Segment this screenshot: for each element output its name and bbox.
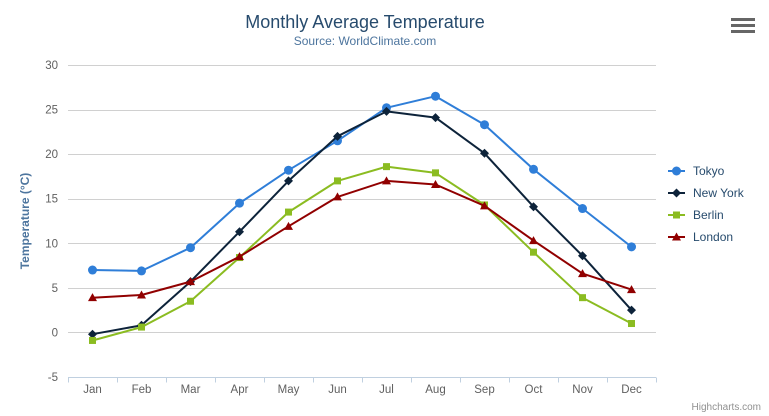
svg-text:Jun: Jun <box>328 384 347 396</box>
legend-label: London <box>693 230 734 244</box>
context-menu-button[interactable] <box>731 18 755 33</box>
svg-text:May: May <box>278 384 300 396</box>
svg-text:5: 5 <box>52 283 58 295</box>
svg-text:Apr: Apr <box>231 384 249 396</box>
legend-label: New York <box>693 186 744 200</box>
legend-label: Tokyo <box>693 164 725 178</box>
legend-label: Berlin <box>693 208 724 222</box>
y-axis-labels: -5 0 5 10 15 20 25 30 <box>45 60 58 384</box>
x-axis-labels: Jan Feb Mar Apr May Jun Jul Aug Sep Oct Nov Dec <box>83 384 642 396</box>
highcharts-credits-link[interactable]: Highcharts.com <box>691 402 761 413</box>
svg-text:15: 15 <box>45 194 58 206</box>
series-berlin[interactable] <box>89 163 635 344</box>
y-axis-title: Temperature (°C) <box>18 172 32 270</box>
svg-text:Aug: Aug <box>425 384 445 396</box>
chart-subtitle: Source: WorldClimate.com <box>293 34 437 48</box>
svg-text:Dec: Dec <box>621 384 642 396</box>
svg-text:10: 10 <box>45 238 58 250</box>
legend-item-new-york[interactable]: New York <box>668 182 768 204</box>
y-gridlines <box>68 65 656 378</box>
svg-text:Mar: Mar <box>181 384 201 396</box>
series-tokyo[interactable] <box>88 91 636 276</box>
svg-text:25: 25 <box>45 105 58 117</box>
svg-text:Jul: Jul <box>379 384 394 396</box>
legend-item-tokyo[interactable]: Tokyo <box>668 160 768 182</box>
svg-text:-5: -5 <box>48 372 58 384</box>
svg-text:Oct: Oct <box>525 384 544 396</box>
square-marker-icon <box>668 211 685 219</box>
legend-item-london[interactable]: London <box>668 226 768 248</box>
triangle-marker-icon <box>668 232 685 241</box>
series-new-york[interactable] <box>88 106 636 339</box>
svg-text:30: 30 <box>45 60 58 72</box>
svg-text:Feb: Feb <box>132 384 152 396</box>
svg-text:Jan: Jan <box>83 384 102 396</box>
chart-title: Monthly Average Temperature <box>245 12 485 32</box>
series-london[interactable] <box>88 176 636 302</box>
svg-text:Sep: Sep <box>474 384 494 396</box>
svg-text:20: 20 <box>45 149 58 161</box>
x-axis <box>68 377 657 383</box>
legend: Tokyo New York Berlin London <box>668 160 768 248</box>
diamond-marker-icon <box>668 188 685 198</box>
circle-marker-icon <box>668 166 685 176</box>
legend-item-berlin[interactable]: Berlin <box>668 204 768 226</box>
svg-text:Nov: Nov <box>572 384 593 396</box>
svg-text:0: 0 <box>52 327 58 339</box>
hamburger-icon <box>731 18 755 22</box>
